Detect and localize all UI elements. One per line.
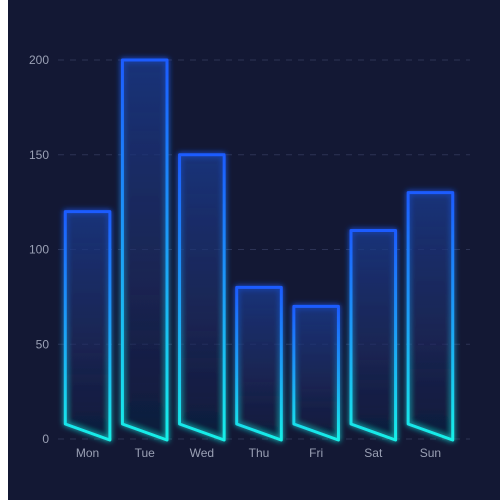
bar-sun — [406, 191, 455, 442]
bar-fri — [292, 304, 340, 442]
bar-sat — [349, 229, 398, 442]
bar-thu — [235, 285, 283, 442]
bar-tue — [120, 58, 169, 442]
bars — [63, 58, 455, 442]
x-tick-label: Wed — [190, 446, 214, 460]
x-axis: Mon Tue Wed Thu Fri Sat Sun — [76, 446, 441, 460]
bar-mon — [63, 210, 112, 442]
y-tick-label: 100 — [29, 243, 49, 257]
y-axis: 0 50 100 150 200 — [29, 53, 49, 446]
bar-wed — [178, 153, 226, 442]
y-tick-label: 150 — [29, 148, 49, 162]
y-tick-label: 200 — [29, 53, 49, 67]
x-tick-label: Sat — [364, 446, 383, 460]
x-tick-label: Sun — [420, 446, 441, 460]
x-tick-label: Mon — [76, 446, 99, 460]
x-tick-label: Thu — [249, 446, 270, 460]
y-tick-label: 50 — [36, 337, 50, 351]
x-tick-label: Tue — [135, 446, 156, 460]
x-tick-label: Fri — [309, 446, 323, 460]
y-tick-label: 0 — [42, 432, 49, 446]
